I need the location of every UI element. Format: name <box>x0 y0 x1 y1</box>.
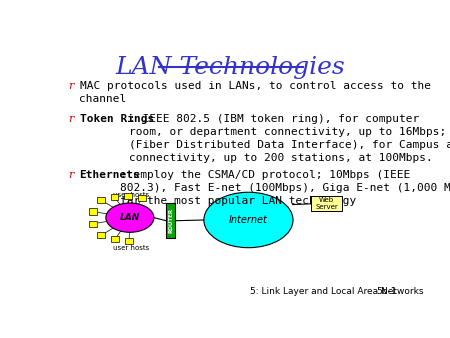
Text: r: r <box>68 80 73 91</box>
Text: LAN: LAN <box>120 213 140 222</box>
FancyBboxPatch shape <box>97 232 105 238</box>
FancyBboxPatch shape <box>111 236 119 242</box>
Text: Ethernets: Ethernets <box>80 170 140 180</box>
Text: : IEEE 802.5 (IBM token ring), for computer
room, or department connectivity, up: : IEEE 802.5 (IBM token ring), for compu… <box>129 114 450 163</box>
FancyBboxPatch shape <box>125 238 133 244</box>
Text: : employ the CSMA/CD protocol; 10Mbps (IEEE
802.3), Fast E-net (100Mbps), Giga E: : employ the CSMA/CD protocol; 10Mbps (I… <box>120 170 450 206</box>
FancyBboxPatch shape <box>89 221 97 227</box>
FancyBboxPatch shape <box>97 197 105 203</box>
FancyBboxPatch shape <box>139 195 146 201</box>
Text: 5: Link Layer and Local Area Networks: 5: Link Layer and Local Area Networks <box>250 287 423 296</box>
Text: Web
Server: Web Server <box>315 197 338 210</box>
FancyBboxPatch shape <box>125 193 132 199</box>
FancyBboxPatch shape <box>111 194 118 200</box>
Text: LAN Technologies: LAN Technologies <box>116 56 346 79</box>
Text: user hosts: user hosts <box>113 192 149 198</box>
Text: r: r <box>68 170 73 180</box>
Text: Token Rings: Token Rings <box>80 114 154 124</box>
FancyBboxPatch shape <box>311 196 342 212</box>
Text: user hosts: user hosts <box>113 245 149 250</box>
Text: ROUTER: ROUTER <box>168 208 173 233</box>
FancyBboxPatch shape <box>89 209 97 215</box>
FancyBboxPatch shape <box>166 203 175 238</box>
Text: MAC protocols used in LANs, to control access to the
channel: MAC protocols used in LANs, to control a… <box>80 80 431 104</box>
Text: r: r <box>68 114 73 124</box>
Text: 5b-1: 5b-1 <box>377 287 397 296</box>
Ellipse shape <box>106 203 154 232</box>
Text: Internet: Internet <box>229 215 268 225</box>
Ellipse shape <box>204 192 293 248</box>
